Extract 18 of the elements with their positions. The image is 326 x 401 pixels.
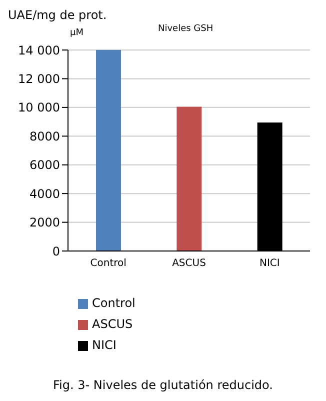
- y-tick-label: 4000: [29, 186, 60, 201]
- y-tick-label: 12 000: [18, 72, 60, 86]
- caption: Fig. 3- Niveles de glutatión reducido.: [52, 378, 274, 392]
- x-tick-label: NICI: [259, 258, 280, 270]
- legend-label: NICI: [92, 338, 116, 352]
- x-tick-label: ASCUS: [172, 258, 206, 270]
- y-tick-label: 8000: [29, 129, 60, 144]
- legend-label: Control: [92, 296, 136, 310]
- chart-title: Niveles GSH: [158, 24, 214, 34]
- y-tick-label: 14 000: [18, 43, 60, 58]
- y-tick-label: 2000: [29, 216, 60, 230]
- y-axis-title: UAE/mg de prot.: [8, 8, 107, 22]
- y-tick-label: 10 000: [18, 100, 60, 115]
- text: μM: [70, 28, 84, 38]
- y-tick-label: 0: [52, 244, 60, 258]
- x-tick-label: Control: [90, 258, 126, 270]
- y-tick-label: 6000: [29, 158, 60, 172]
- legend-label: ASCUS: [92, 317, 133, 331]
